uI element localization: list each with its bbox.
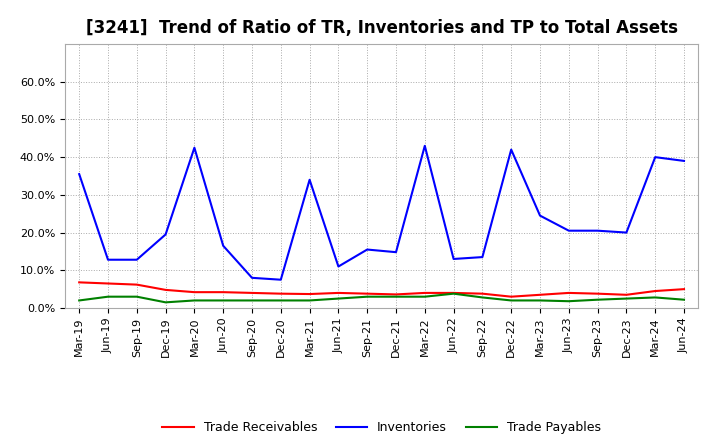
Trade Receivables <box>75 280 84 285</box>
Trade Payables <box>219 298 228 303</box>
Inventories <box>248 275 256 280</box>
Trade Payables <box>161 300 170 305</box>
Inventories <box>276 277 285 282</box>
Trade Receivables <box>248 290 256 296</box>
Trade Receivables <box>507 294 516 299</box>
Inventories <box>104 257 112 262</box>
Trade Receivables <box>622 292 631 297</box>
Trade Receivables <box>536 292 544 297</box>
Inventories <box>190 145 199 150</box>
Trade Receivables <box>190 290 199 295</box>
Inventories <box>564 228 573 233</box>
Trade Payables <box>651 295 660 300</box>
Trade Payables <box>190 298 199 303</box>
Inventories <box>363 247 372 252</box>
Trade Payables <box>680 297 688 302</box>
Trade Payables <box>132 294 141 299</box>
Inventories <box>536 213 544 218</box>
Inventories <box>305 177 314 183</box>
Inventories <box>651 154 660 160</box>
Trade Receivables <box>161 287 170 293</box>
Trade Payables <box>104 294 112 299</box>
Trade Receivables <box>651 288 660 293</box>
Trade Receivables <box>420 290 429 296</box>
Trade Payables <box>75 298 84 303</box>
Inventories <box>75 172 84 177</box>
Trade Receivables <box>219 290 228 295</box>
Trade Payables <box>478 295 487 300</box>
Trade Payables <box>305 298 314 303</box>
Trade Payables <box>420 294 429 299</box>
Trade Receivables <box>363 291 372 296</box>
Trade Payables <box>363 294 372 299</box>
Trade Receivables <box>276 291 285 296</box>
Trade Payables <box>536 298 544 303</box>
Inventories <box>161 232 170 237</box>
Trade Receivables <box>593 291 602 296</box>
Line: Trade Receivables: Trade Receivables <box>79 282 684 297</box>
Trade Receivables <box>478 291 487 296</box>
Inventories <box>622 230 631 235</box>
Trade Payables <box>564 299 573 304</box>
Legend: Trade Receivables, Inventories, Trade Payables: Trade Receivables, Inventories, Trade Pa… <box>157 416 606 439</box>
Inventories <box>219 243 228 249</box>
Trade Receivables <box>132 282 141 287</box>
Trade Receivables <box>334 290 343 296</box>
Inventories <box>132 257 141 262</box>
Trade Payables <box>507 298 516 303</box>
Trade Receivables <box>564 290 573 296</box>
Trade Payables <box>334 296 343 301</box>
Inventories <box>680 158 688 164</box>
Line: Trade Payables: Trade Payables <box>79 293 684 302</box>
Trade Receivables <box>392 292 400 297</box>
Line: Inventories: Inventories <box>79 146 684 280</box>
Trade Receivables <box>305 291 314 297</box>
Inventories <box>334 264 343 269</box>
Inventories <box>392 249 400 255</box>
Title: [3241]  Trend of Ratio of TR, Inventories and TP to Total Assets: [3241] Trend of Ratio of TR, Inventories… <box>86 19 678 37</box>
Inventories <box>593 228 602 233</box>
Inventories <box>507 147 516 152</box>
Trade Payables <box>622 296 631 301</box>
Inventories <box>449 257 458 262</box>
Trade Payables <box>449 291 458 296</box>
Inventories <box>478 254 487 260</box>
Trade Payables <box>248 298 256 303</box>
Trade Receivables <box>104 281 112 286</box>
Trade Payables <box>276 298 285 303</box>
Trade Payables <box>593 297 602 302</box>
Inventories <box>420 143 429 148</box>
Trade Receivables <box>680 286 688 292</box>
Trade Payables <box>392 294 400 299</box>
Trade Receivables <box>449 290 458 296</box>
